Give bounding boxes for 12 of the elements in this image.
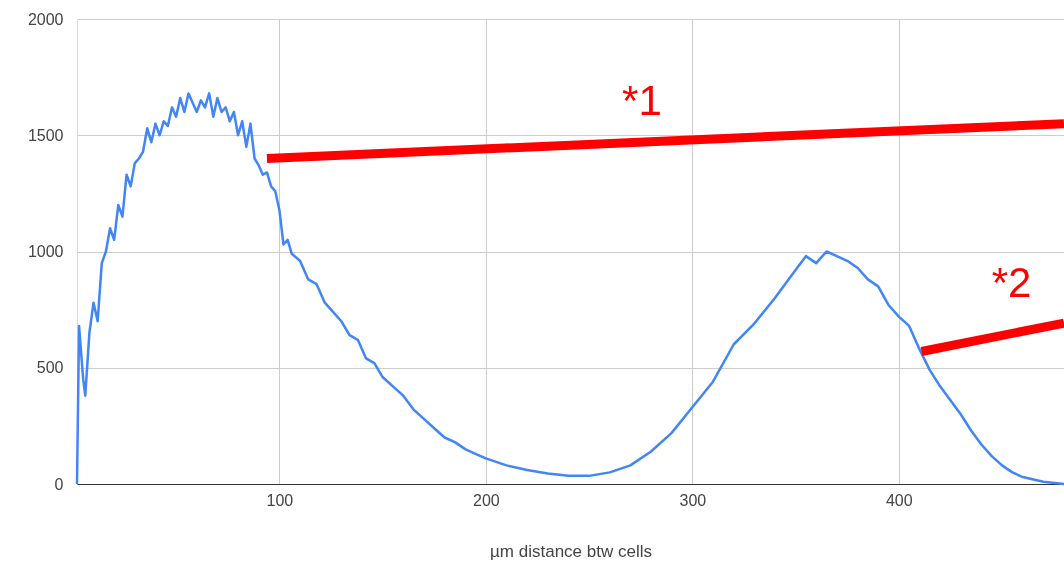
annotation: *1 bbox=[622, 76, 662, 124]
x-tick-label: 300 bbox=[679, 491, 707, 509]
x-axis-title: µm distance btw cells bbox=[490, 541, 652, 561]
y-tick-label: 1000 bbox=[27, 243, 64, 260]
y-tick-label: 2000 bbox=[27, 10, 64, 28]
x-tick-label: 100 bbox=[266, 491, 294, 509]
y-tick-label: 0 bbox=[54, 475, 64, 493]
x-tick-label: 200 bbox=[472, 491, 500, 509]
x-tick-label: 400 bbox=[885, 491, 913, 509]
y-tick-label: 500 bbox=[36, 359, 64, 377]
annotation: *2 bbox=[991, 259, 1032, 307]
y-tick-label: 1500 bbox=[27, 126, 64, 144]
